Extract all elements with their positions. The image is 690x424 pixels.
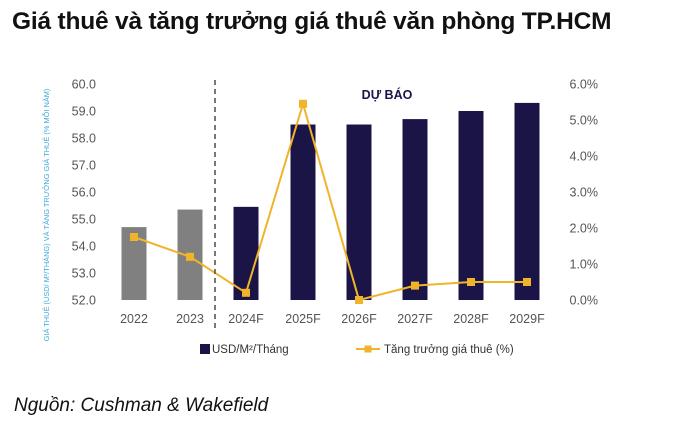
legend-bar-swatch bbox=[200, 344, 210, 354]
y-left-tick: 58.0 bbox=[72, 132, 96, 146]
x-tick: 2029F bbox=[509, 312, 545, 326]
x-tick: 2026F bbox=[341, 312, 377, 326]
x-tick: 2023 bbox=[176, 312, 204, 326]
growth-point-2023 bbox=[186, 252, 194, 261]
y-right-tick: 6.0% bbox=[570, 78, 599, 92]
y-left-tick: 55.0 bbox=[72, 213, 96, 227]
y-right-axis: 0.0% 1.0% 2.0% 3.0% 4.0% 5.0% 6.0% bbox=[570, 78, 599, 308]
x-tick: 2028F bbox=[453, 312, 489, 326]
y-left-tick: 53.0 bbox=[72, 267, 96, 281]
y-left-tick: 52.0 bbox=[72, 294, 96, 308]
y-right-tick: 0.0% bbox=[570, 294, 599, 308]
bar-2029f bbox=[514, 102, 540, 301]
legend-bar-label: USD/M²/Tháng bbox=[212, 344, 289, 356]
legend-line-label: Tăng trưởng giá thuê (%) bbox=[384, 344, 514, 356]
y-left-tick: 56.0 bbox=[72, 186, 96, 200]
legend-line-marker bbox=[364, 345, 372, 353]
growth-line bbox=[130, 99, 531, 304]
growth-point-2027f bbox=[411, 281, 419, 290]
x-tick: 2022 bbox=[120, 312, 148, 326]
bar-2026f bbox=[346, 124, 372, 300]
bar-2024f bbox=[233, 206, 259, 300]
growth-point-2025f bbox=[299, 99, 307, 108]
y-right-tick: 1.0% bbox=[570, 258, 599, 272]
growth-point-2029f bbox=[523, 278, 531, 286]
x-tick: 2025F bbox=[285, 312, 321, 326]
source-note: Nguồn: Cushman & Wakefield bbox=[14, 395, 269, 416]
growth-point-2024f bbox=[242, 288, 250, 297]
growth-point-2022 bbox=[130, 233, 138, 241]
legend: USD/M²/Tháng Tăng trưởng giá thuê (%) bbox=[200, 344, 514, 356]
growth-point-2026f bbox=[355, 296, 363, 304]
y-left-tick: 59.0 bbox=[72, 105, 96, 119]
y-left-tick: 60.0 bbox=[72, 78, 96, 92]
chart: 52.0 53.0 54.0 55.0 56.0 57.0 58.0 59.0 60.0 0.0… bbox=[42, 78, 599, 357]
y-axis-label: GIÁ THUÊ (USD/ M²/THÁNG) VÀ TĂNG TRƯỞNG … bbox=[42, 89, 51, 342]
x-axis: 2022 2023 2024F 2025F 2026F 2027F 2028F 2029F bbox=[120, 312, 545, 326]
y-right-tick: 2.0% bbox=[570, 222, 599, 236]
y-left-tick: 54.0 bbox=[72, 240, 96, 254]
chart-title: Giá thuê và tăng trưởng giá thuê văn phò… bbox=[12, 8, 612, 35]
bar-2027f bbox=[402, 119, 428, 300]
x-tick: 2024F bbox=[228, 312, 264, 326]
y-right-tick: 5.0% bbox=[570, 114, 599, 128]
y-left-axis: 52.0 53.0 54.0 55.0 56.0 57.0 58.0 59.0 60.0 bbox=[72, 78, 96, 308]
y-right-tick: 4.0% bbox=[570, 150, 599, 164]
bar-2028f bbox=[458, 111, 484, 300]
forecast-label: DỰ BÁO bbox=[362, 87, 413, 102]
growth-point-2028f bbox=[467, 278, 475, 286]
y-right-tick: 3.0% bbox=[570, 186, 599, 200]
y-left-tick: 57.0 bbox=[72, 159, 96, 173]
bar-2025f bbox=[290, 124, 316, 300]
growth-line-path bbox=[133, 100, 527, 302]
x-tick: 2027F bbox=[397, 312, 433, 326]
